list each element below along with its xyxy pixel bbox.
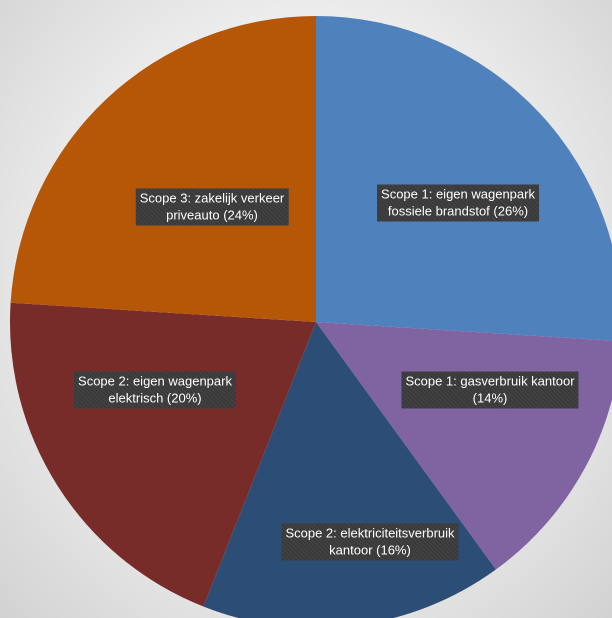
pie-slice-1 bbox=[316, 16, 612, 341]
slice-label-1: Scope 1: eigen wagenpark fossiele brands… bbox=[377, 184, 539, 222]
slice-label-3: Scope 2: elektriciteitsverbruik kantoor … bbox=[281, 523, 459, 561]
slice-label-5: Scope 3: zakelijk verkeer priveauto (24%… bbox=[135, 188, 289, 226]
slice-label-2: Scope 1: gasverbruik kantoor (14%) bbox=[401, 371, 579, 409]
pie-slice-5 bbox=[10, 16, 316, 322]
slice-label-4: Scope 2: eigen wagenpark elektrisch (20%… bbox=[74, 371, 236, 409]
